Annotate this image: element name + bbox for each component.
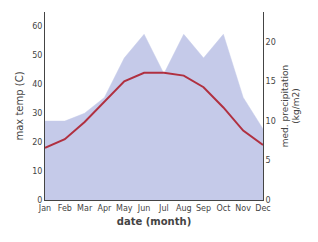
svg-text:Nov: Nov	[235, 204, 251, 213]
svg-text:Dec: Dec	[255, 204, 270, 213]
svg-text:50: 50	[32, 51, 42, 60]
svg-text:20: 20	[32, 138, 42, 147]
svg-text:Jun: Jun	[137, 204, 151, 213]
svg-text:Jul: Jul	[158, 204, 169, 213]
svg-text:Feb: Feb	[58, 204, 72, 213]
svg-text:0: 0	[37, 196, 42, 205]
svg-text:Apr: Apr	[98, 204, 113, 213]
svg-text:Oct: Oct	[216, 204, 230, 213]
svg-text:Sep: Sep	[196, 204, 211, 213]
svg-text:Mar: Mar	[77, 204, 93, 213]
svg-text:Jan: Jan	[38, 204, 51, 213]
svg-text:20: 20	[266, 38, 276, 47]
svg-text:med. precipitation(kg/m2): med. precipitation(kg/m2)	[280, 65, 302, 147]
svg-text:40: 40	[32, 80, 42, 89]
svg-text:max temp (C): max temp (C)	[14, 71, 25, 140]
svg-text:date (month): date (month)	[117, 216, 191, 227]
svg-text:0: 0	[266, 196, 271, 205]
svg-text:May: May	[116, 204, 133, 213]
svg-text:Aug: Aug	[176, 204, 192, 213]
svg-text:15: 15	[266, 77, 276, 86]
svg-text:30: 30	[32, 109, 42, 118]
svg-text:60: 60	[32, 22, 42, 31]
svg-text:10: 10	[32, 167, 42, 176]
svg-text:10: 10	[266, 117, 276, 126]
svg-text:5: 5	[266, 156, 271, 165]
